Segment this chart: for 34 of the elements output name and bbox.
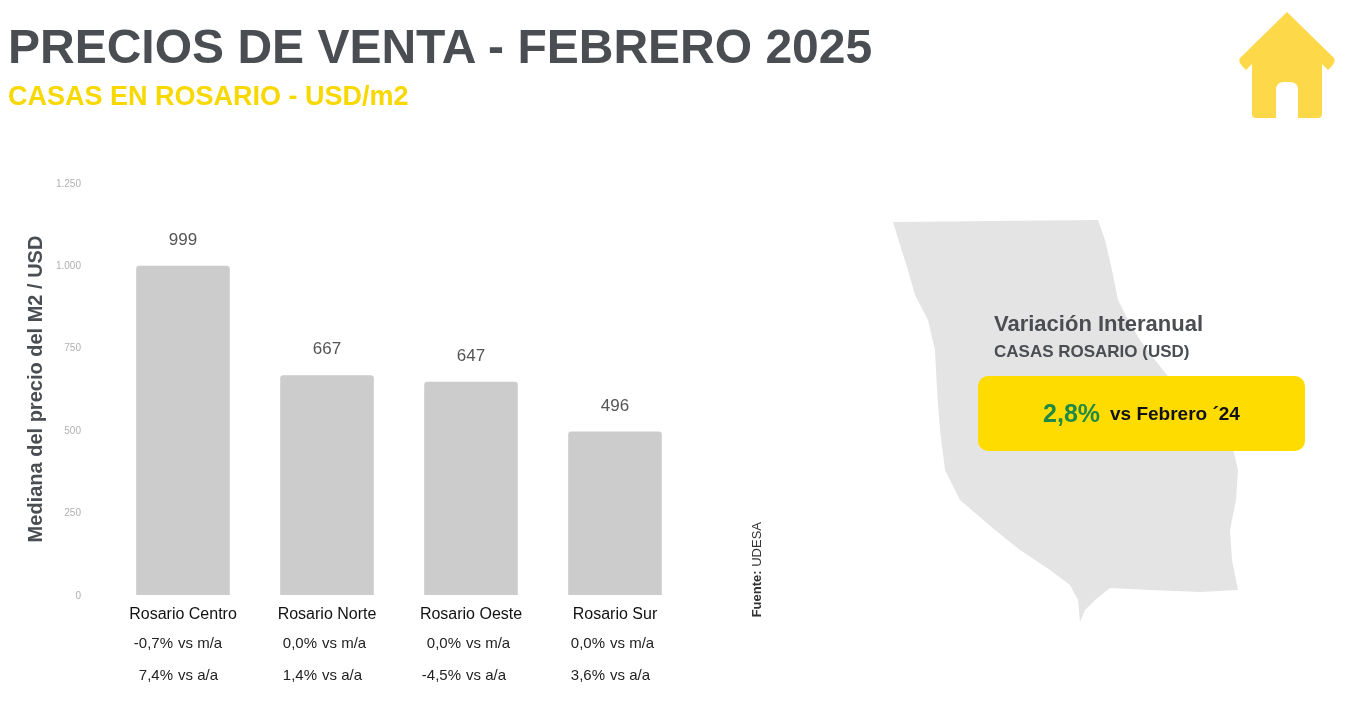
text: vs Febrero ´24: [1110, 402, 1240, 425]
text: -0,7% vs m/a: [133, 634, 223, 652]
text: 0,0% vs m/a: [426, 634, 511, 652]
y-tick-label: 750: [64, 342, 82, 354]
y-tick-label: 0: [75, 589, 82, 601]
x-tick-label: Rosario Oeste: [419, 604, 523, 622]
y-tick-label: 500: [64, 424, 82, 436]
source-note: Fuente: UDESA: [749, 521, 764, 617]
bar: [568, 431, 662, 595]
text: CASAS ROSARIO (USD): [994, 342, 1190, 362]
text: 2,8%: [1043, 399, 1101, 428]
x-tick-label: Rosario Centro: [129, 604, 237, 622]
y-tick-label: 250: [64, 507, 82, 519]
text: 1,4% vs a/a: [282, 666, 363, 684]
chart-title: PRECIOS DE VENTA - FEBRERO 2025: [8, 20, 873, 73]
y-axis-title: Mediana del precio del M2 / USD: [24, 235, 47, 543]
bar: [280, 375, 374, 595]
data-label: 667: [312, 339, 342, 359]
x-tick-label: Rosario Norte: [277, 604, 377, 622]
text: 3,6% vs a/a: [570, 666, 651, 684]
text: -4,5% vs a/a: [421, 666, 507, 684]
text: 7,4% vs a/a: [138, 666, 219, 684]
y-tick-label: 1.000: [55, 259, 82, 271]
data-label: 999: [168, 229, 198, 249]
data-label: 496: [600, 395, 630, 415]
text: 0,0% vs m/a: [282, 634, 367, 652]
chart-subtitle: CASAS EN ROSARIO - USD/m2: [8, 81, 409, 111]
x-tick-label: Rosario Sur: [572, 604, 658, 622]
data-label: 647: [456, 345, 486, 365]
bar: [424, 381, 518, 595]
y-tick-label: 1.250: [55, 177, 82, 189]
bar: [136, 265, 230, 595]
text: Variación Interanual: [994, 311, 1204, 337]
text: 0,0% vs m/a: [570, 634, 655, 652]
